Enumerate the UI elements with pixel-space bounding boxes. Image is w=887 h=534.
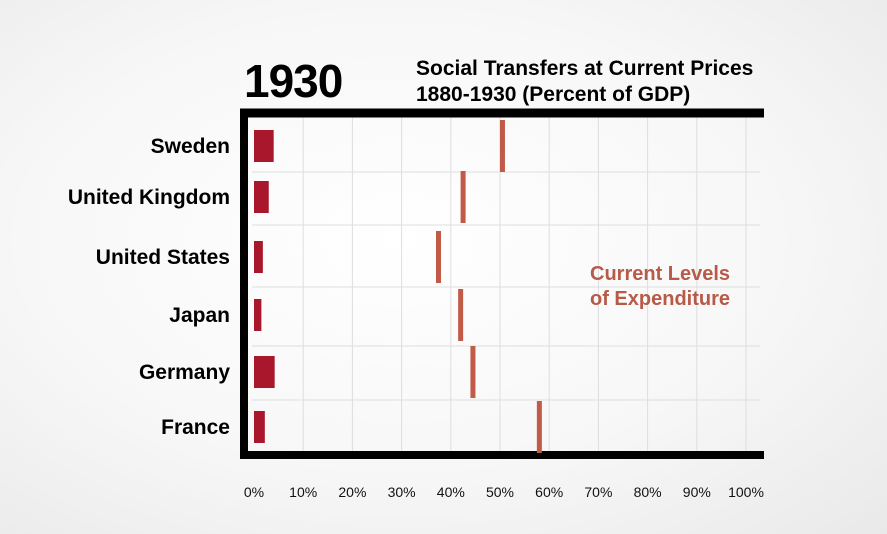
current-level-marker (470, 346, 476, 398)
data-bar (254, 411, 265, 443)
data-bar (254, 181, 269, 213)
annotation-line-1: Current Levels (590, 263, 731, 285)
category-label: United Kingdom (68, 186, 230, 209)
chart-title-block: Social Transfers at Current Prices 1880-… (416, 56, 753, 108)
category-label: Japan (169, 304, 230, 327)
x-tick-label: 100% (728, 484, 764, 500)
data-bar (254, 299, 262, 331)
category-label: United States (96, 246, 230, 269)
current-level-marker (460, 171, 466, 223)
year-label: 1930 (244, 55, 343, 107)
annotation-line-2: of Expenditure (590, 288, 731, 310)
x-tick-label: 70% (584, 484, 612, 500)
category-label: Sweden (151, 135, 230, 158)
current-level-marker (458, 289, 464, 341)
x-tick-label: 40% (437, 484, 465, 500)
x-tick-label: 50% (486, 484, 514, 500)
data-bar (254, 356, 275, 388)
chart-subtitle: 1880-1930 (Percent of GDP) (416, 83, 691, 106)
x-tick-label: 90% (683, 484, 711, 500)
current-level-marker (436, 231, 441, 283)
data-bar (254, 241, 263, 273)
chart-title: Social Transfers at Current Prices (416, 57, 754, 80)
category-label: Germany (139, 361, 230, 384)
current-level-marker (499, 120, 505, 172)
x-tick-label: 10% (289, 484, 317, 500)
x-tick-label: 0% (244, 484, 264, 500)
x-tick-label: 20% (338, 484, 366, 500)
x-tick-label: 60% (535, 484, 563, 500)
reference-annotation: Current Levels of Expenditure (590, 262, 730, 312)
data-bar (254, 130, 274, 162)
current-level-marker (536, 401, 542, 453)
x-tick-label: 80% (634, 484, 662, 500)
x-tick-label: 30% (388, 484, 416, 500)
category-label: France (161, 416, 230, 439)
